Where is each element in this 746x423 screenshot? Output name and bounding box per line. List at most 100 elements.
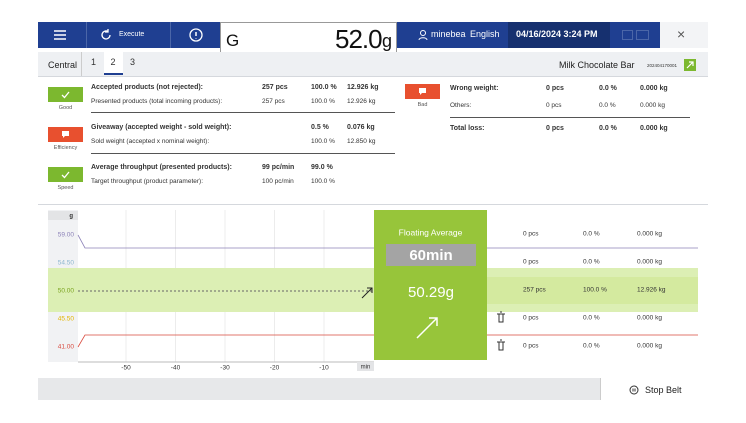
scale-weight: 52.0 bbox=[335, 24, 383, 54]
status-label: Good bbox=[58, 105, 73, 111]
limit-cell: 0.0 % bbox=[583, 343, 600, 350]
product-name: Milk Chocolate Bar bbox=[559, 60, 635, 70]
trend-arrow bbox=[361, 287, 373, 299]
status-icon bbox=[636, 30, 649, 40]
separator bbox=[86, 22, 87, 48]
open-icon[interactable] bbox=[684, 59, 696, 71]
badge-icon bbox=[61, 91, 70, 99]
loss-cell: 0.000 kg bbox=[640, 85, 668, 92]
floating-window: 60min bbox=[409, 247, 452, 264]
loss-total-cell: 0.000 kg bbox=[640, 125, 668, 132]
stop-belt-button[interactable] bbox=[600, 378, 708, 400]
stat-cell: 257 pcs bbox=[262, 98, 285, 105]
stat-cell: Presented products (total incoming produ… bbox=[91, 98, 223, 105]
loss-total-cell: 0.0 % bbox=[599, 125, 617, 132]
stat-cell: 100.0 % bbox=[311, 84, 337, 91]
highlight-row bbox=[487, 277, 698, 304]
limit-cell: 0 pcs bbox=[523, 315, 539, 322]
badge-icon bbox=[419, 88, 426, 95]
close-area[interactable] bbox=[660, 22, 708, 48]
stat-divider bbox=[91, 153, 395, 154]
scale-unit: g bbox=[382, 31, 393, 51]
stat-cell: 0.076 kg bbox=[347, 124, 375, 131]
status-badge bbox=[48, 167, 83, 182]
stat-cell: 100.0 % bbox=[311, 138, 335, 145]
tab-bar bbox=[38, 52, 708, 77]
x-tick-label: -50 bbox=[121, 365, 131, 372]
close-icon[interactable]: × bbox=[677, 26, 686, 42]
status-icon bbox=[622, 30, 633, 40]
floating-title: Floating Average bbox=[399, 227, 463, 237]
delete-icon bbox=[497, 339, 505, 351]
footer-bar bbox=[38, 378, 708, 400]
language[interactable]: English bbox=[470, 29, 500, 39]
stat-cell: 0.5 % bbox=[311, 124, 329, 131]
floating-trend-arrow bbox=[416, 317, 438, 339]
loss-cell: 0 pcs bbox=[546, 102, 562, 109]
stat-cell: 257 pcs bbox=[262, 84, 288, 91]
loss-cell: Others: bbox=[450, 102, 472, 109]
stat-cell: 100.0 % bbox=[311, 178, 335, 185]
stop-icon[interactable] bbox=[629, 385, 639, 395]
status-label: Efficiency bbox=[53, 145, 78, 151]
stat-cell: 12.926 kg bbox=[347, 84, 379, 91]
status-label: Speed bbox=[57, 185, 74, 191]
user-name[interactable]: minebea bbox=[431, 29, 466, 39]
execute-button[interactable]: Execute bbox=[119, 31, 145, 38]
x-unit-box bbox=[357, 362, 374, 371]
stop-belt-label[interactable]: Stop Belt bbox=[645, 385, 682, 395]
limit-cell: 0 pcs bbox=[523, 343, 539, 350]
datetime: 04/16/2024 3:24 PM bbox=[516, 29, 598, 39]
limit-cell: 257 pcs bbox=[523, 287, 547, 294]
section-label: Central bbox=[48, 60, 78, 70]
tab[interactable]: 3 bbox=[130, 57, 136, 67]
y-tick-label: 54.50 bbox=[58, 260, 75, 267]
stat-cell: 100 pc/min bbox=[262, 178, 294, 185]
limit-cell: 12.926 kg bbox=[637, 287, 666, 294]
tab[interactable]: 1 bbox=[91, 57, 97, 67]
limit-cell: 0.0 % bbox=[583, 315, 600, 322]
status-badge bbox=[48, 87, 83, 102]
stat-cell: Giveaway (accepted weight - sold weight)… bbox=[91, 124, 232, 131]
status-label: Bad bbox=[417, 102, 428, 108]
limit-cell: 0.000 kg bbox=[637, 259, 662, 266]
date-segment bbox=[508, 22, 610, 48]
separator bbox=[170, 22, 171, 48]
active-tab[interactable] bbox=[103, 52, 123, 75]
stat-divider bbox=[91, 112, 395, 113]
user-icon bbox=[418, 30, 428, 41]
tab[interactable]: 2 bbox=[110, 57, 116, 67]
floating-value: 50.29g bbox=[408, 284, 454, 301]
separator bbox=[38, 204, 708, 205]
y-tick-label: 45.50 bbox=[58, 316, 75, 323]
loss-total-cell: Total loss: bbox=[450, 125, 485, 132]
badge-icon bbox=[62, 131, 69, 138]
loss-cell: 0.0 % bbox=[599, 102, 616, 109]
window-box bbox=[386, 244, 476, 266]
menu-icon[interactable] bbox=[52, 28, 68, 42]
separator bbox=[81, 52, 82, 76]
x-tick-label: -40 bbox=[171, 365, 181, 372]
limit-line bbox=[77, 234, 698, 249]
x-tick-label: -10 bbox=[319, 365, 329, 372]
limit-cell: 0.0 % bbox=[583, 259, 600, 266]
stat-cell: 99.0 % bbox=[311, 164, 333, 171]
loss-cell: 0.0 % bbox=[599, 85, 617, 92]
delete-icon bbox=[497, 311, 505, 323]
limit-cell: 0.000 kg bbox=[637, 231, 662, 238]
y-tick-label: 59.00 bbox=[58, 232, 75, 239]
x-tick-label: -30 bbox=[220, 365, 230, 372]
execute-icon[interactable] bbox=[99, 28, 113, 42]
limit-cell: 0 pcs bbox=[523, 259, 539, 266]
stat-cell: Average throughput (presented products): bbox=[91, 164, 232, 171]
x-unit: min bbox=[361, 365, 371, 371]
loss-divider bbox=[450, 117, 690, 118]
stat-cell: 12.850 kg bbox=[347, 138, 376, 145]
stat-cell: Target throughput (product parameter): bbox=[91, 178, 204, 185]
limit-cell: 0 pcs bbox=[523, 231, 539, 238]
info-icon[interactable] bbox=[188, 27, 204, 43]
badge-icon bbox=[61, 171, 70, 179]
y-tick-label: 41.00 bbox=[58, 344, 75, 351]
